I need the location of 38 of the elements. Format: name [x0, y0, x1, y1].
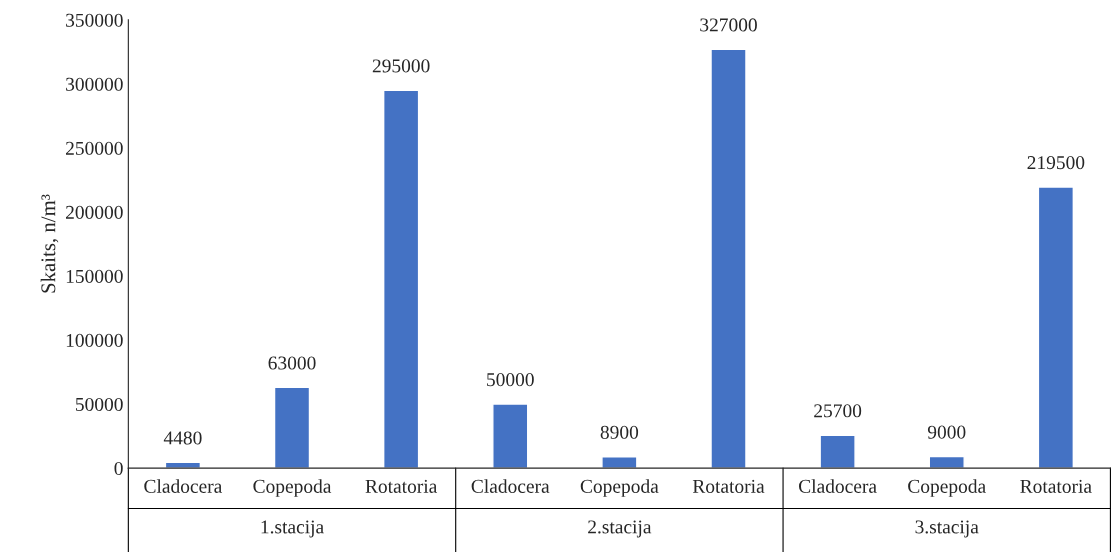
bar [382, 89, 420, 469]
text: 3.stacija [915, 520, 979, 538]
y-tick-label: 150000 [66, 269, 123, 283]
text: 2.stacija [588, 520, 652, 538]
bar [819, 434, 856, 469]
data-label: 327000 [700, 18, 757, 32]
bar [710, 48, 747, 469]
text: 1.stacija [261, 520, 324, 538]
data-label: 219500 [1027, 156, 1085, 170]
y-tick-label: 50000 [76, 397, 123, 411]
data-label: 25700 [814, 404, 862, 418]
bar [1037, 186, 1075, 469]
x-tick-label: Cladocera [799, 479, 877, 493]
data-label: 8900 [600, 425, 639, 439]
data-label: 9000 [927, 425, 966, 439]
x-tick-label: Copepoda [908, 479, 986, 497]
y-tick-label: 0 [114, 461, 123, 476]
x-tick-label: Rotatoria [1020, 479, 1092, 493]
y-tick-label: 250000 [66, 141, 123, 155]
y-tick-label: 200000 [66, 205, 123, 219]
x-tick-label: Copepoda [580, 479, 659, 497]
bar [928, 455, 965, 469]
data-label: 4480 [163, 431, 202, 445]
data-label: 50000 [487, 373, 534, 387]
bar [492, 403, 529, 469]
x-tick-label: Cladocera [144, 479, 223, 493]
y-tick-label: 350000 [66, 13, 123, 27]
data-label: 295000 [372, 59, 430, 73]
x-tick-label: Rotatoria [365, 479, 438, 493]
x-tick-label: Copepoda [253, 479, 332, 497]
bar [273, 386, 311, 469]
y-tick-label: 300000 [66, 77, 123, 91]
y-axis-title: Skaits, n/m³ [40, 194, 59, 293]
x-tick-label: Rotatoria [692, 479, 765, 493]
data-label: 63000 [268, 356, 316, 370]
y-tick-label: 100000 [66, 333, 123, 347]
bar [601, 456, 638, 469]
x-tick-label: Cladocera [471, 479, 550, 493]
